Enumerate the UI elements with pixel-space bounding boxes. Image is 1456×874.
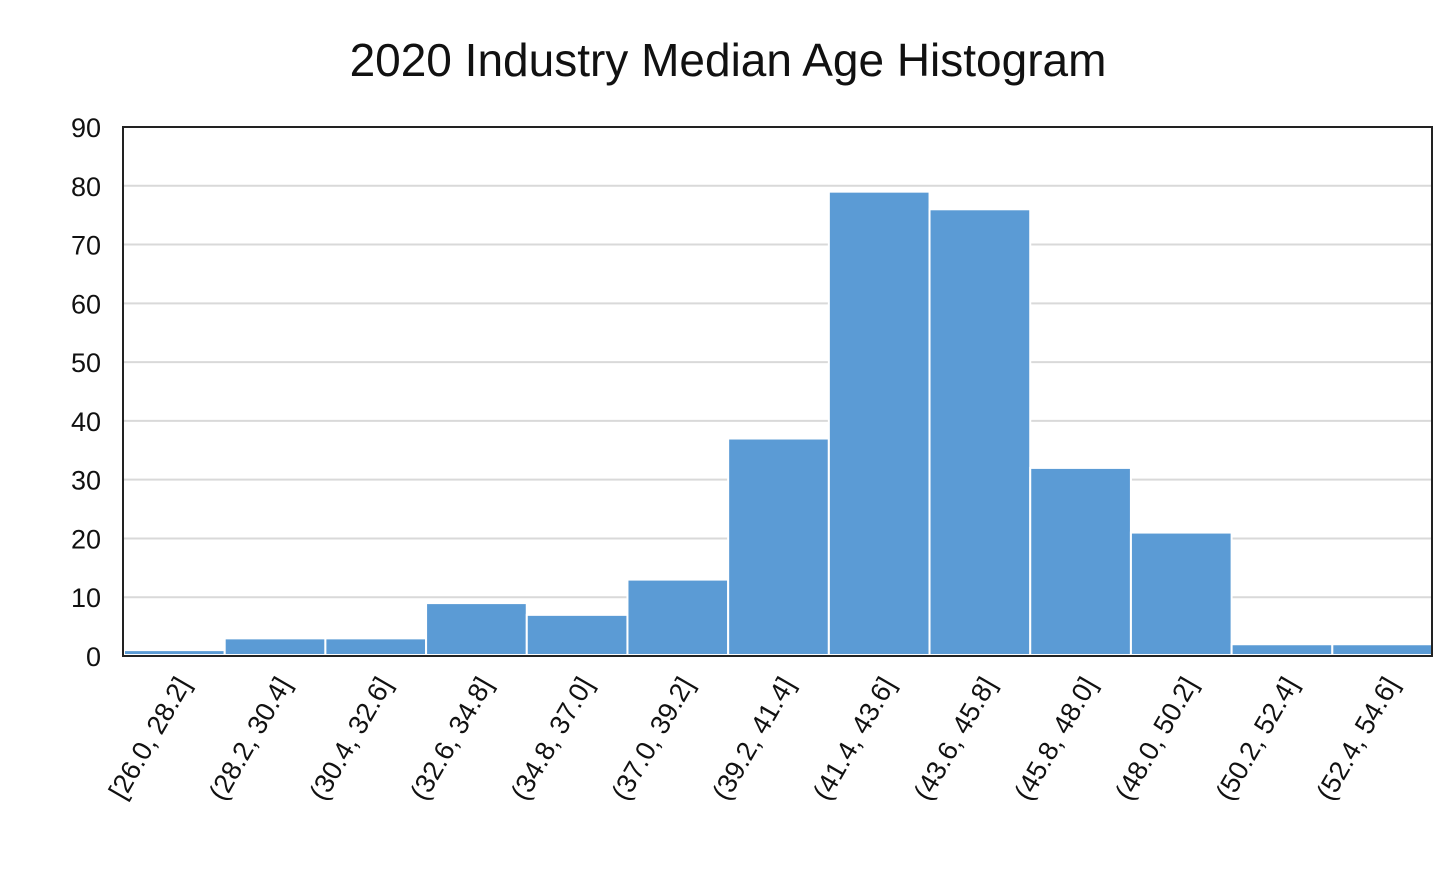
histogram-bar [1029,466,1132,656]
x-tick-label: (45.8, 48.0] [1008,672,1102,805]
y-tick-label: 10 [71,583,101,613]
y-tick-label: 20 [71,524,101,554]
x-tick-label: (41.4, 43.6] [807,672,901,805]
histogram-bar [123,649,226,656]
y-tick-label: 50 [71,348,101,378]
chart-title: 2020 Industry Median Age Histogram [350,34,1107,86]
histogram-bar [223,637,327,656]
y-tick-label: 30 [71,466,101,496]
x-tick-label: (32.6, 34.8] [404,672,498,805]
y-tick-label: 80 [71,172,101,202]
x-tick-label: (52.4, 54.6] [1311,672,1405,805]
histogram-bar [626,578,730,656]
x-tick-label: (39.2, 41.4] [706,672,800,805]
plot-area-frame [122,126,1433,657]
histogram-bar [1331,643,1435,657]
y-tick-label: 60 [71,289,101,319]
histogram-bar [928,208,1032,657]
x-tick-label: (30.4, 32.6] [304,672,398,805]
y-tick-label: 70 [71,231,101,261]
y-tick-label: 0 [86,642,101,672]
x-tick-label: [26.0, 28.2] [103,672,197,804]
x-tick-label: (43.6, 45.8] [908,672,1002,805]
histogram-bar [827,190,931,656]
histogram-bar [727,437,830,656]
y-tick-label: 40 [71,407,101,437]
y-axis-tick-labels: 0 10 20 30 40 50 60 70 80 90 [71,113,101,672]
x-axis-tick-labels: [26.0, 28.2] (28.2, 30.4] (30.4, 32.6] (32.… [103,672,1405,805]
x-tick-label: (28.2, 30.4] [203,672,297,805]
y-tick-label: 90 [71,113,101,143]
histogram-bar [1230,643,1334,657]
bars [123,190,1435,657]
histogram-bar [324,637,428,656]
x-tick-label: (34.8, 37.0] [505,672,599,805]
histogram-bar [1129,531,1233,656]
histogram-bar [525,613,629,656]
x-tick-label: (37.0, 39.2] [606,672,700,805]
histogram-bar [425,602,528,656]
x-tick-label: (50.2, 52.4] [1210,672,1304,805]
x-tick-label: (48.0, 50.2] [1109,672,1203,805]
